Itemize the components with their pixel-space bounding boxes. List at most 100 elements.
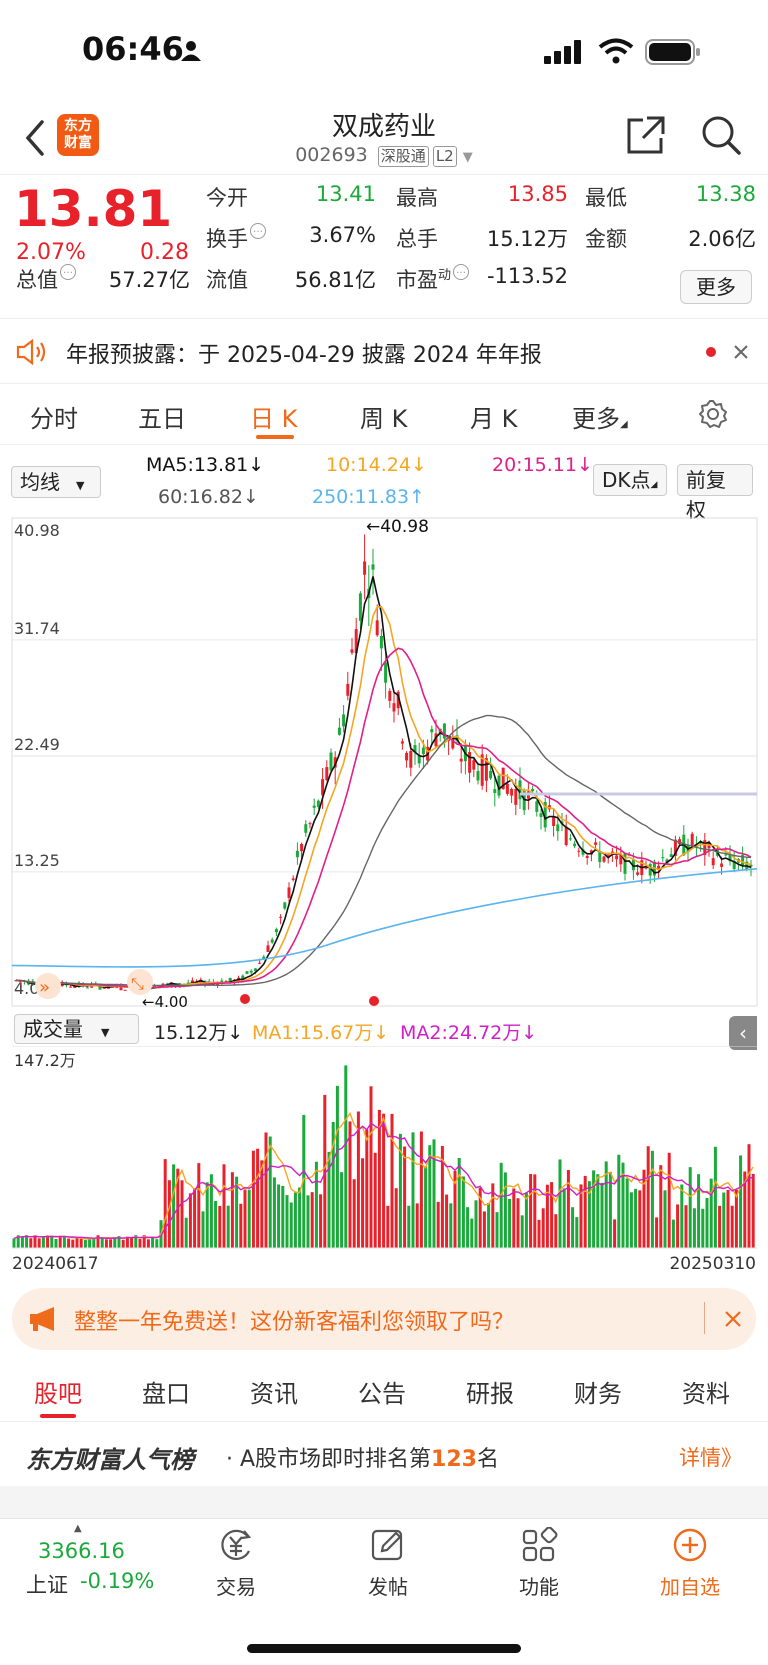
tab-weekly-k[interactable]: 周 K [360, 405, 408, 433]
candle-body [18, 980, 22, 982]
tab-intraday[interactable]: 分时 [30, 405, 78, 433]
post-button[interactable]: 发帖 [343, 1527, 433, 1600]
candle-body [497, 775, 501, 796]
volume-bar [705, 1198, 709, 1248]
volume-bar [268, 1136, 272, 1248]
notice-bar[interactable]: 年报预披露：于 2025-04-29 披露 2024 年年报 [0, 320, 768, 384]
close-icon[interactable] [724, 1310, 742, 1328]
volume-bar [352, 1179, 356, 1248]
vol-ma1-label: MA1:15.67万↓ [252, 1022, 390, 1044]
candle-body [644, 867, 648, 869]
tab-news[interactable]: 资讯 [250, 1380, 298, 1408]
unread-dot [706, 347, 716, 357]
info-icon[interactable]: … [453, 264, 470, 280]
rank-detail-link[interactable]: 详情》 [679, 1446, 742, 1470]
volume-bar [92, 1237, 96, 1248]
tab-orderbook[interactable]: 盘口 [142, 1380, 190, 1408]
candle-body [703, 840, 707, 855]
tab-more[interactable]: 更多◢ [572, 405, 628, 433]
candle-body [598, 851, 602, 863]
adjust-forward-button[interactable]: 前复权 [677, 464, 753, 522]
volume-selector[interactable]: 成交量 ▼ [14, 1014, 139, 1044]
tab-daily-k[interactable]: 日 K [250, 405, 298, 433]
tab-5day[interactable]: 五日 [138, 405, 186, 433]
settings-gear-icon[interactable] [698, 399, 728, 429]
float-value: 56.81亿 [294, 268, 376, 292]
ma10-label: 10:14.24↓ [326, 454, 427, 476]
index-change[interactable]: -0.19% [80, 1569, 155, 1593]
app-logo: 东方 财富 [57, 114, 99, 156]
chart-frame [11, 517, 758, 1007]
candle-body [552, 816, 556, 827]
y-tick-label: 22.49 [14, 735, 60, 754]
collapse-panel-button[interactable]: ‹ [729, 1016, 757, 1050]
rank-text: · A股市场即时排名第123名 [226, 1447, 499, 1472]
tab-research[interactable]: 研报 [466, 1380, 514, 1408]
volume-bar [327, 1151, 331, 1248]
volume-bar [520, 1215, 524, 1248]
yuan-exchange-icon [221, 1529, 252, 1560]
tab-announcements[interactable]: 公告 [358, 1380, 406, 1408]
low-marker: ←4.00 [142, 993, 188, 1011]
volume-bar [230, 1172, 234, 1248]
close-icon[interactable] [733, 344, 749, 360]
volume-bar [445, 1194, 449, 1248]
signal-badge [35, 973, 61, 999]
trade-button[interactable]: 交易 [191, 1527, 281, 1600]
index-value[interactable]: 3366.16 [38, 1539, 125, 1563]
tab-financials[interactable]: 财务 [574, 1380, 622, 1408]
candle-body [384, 662, 388, 683]
volume-bar [562, 1188, 566, 1248]
candle-body [304, 824, 308, 833]
popularity-rank[interactable]: 东方财富人气榜 · A股市场即时排名第123名 详情》 [0, 1424, 768, 1486]
candle-body [484, 758, 488, 781]
mcap-value: 57.27亿 [108, 268, 190, 292]
stock-code-line[interactable]: 002693 深股通 L2 ▼ [0, 144, 768, 167]
candle-body [455, 735, 459, 741]
stock-code: 002693 [295, 144, 368, 166]
volume-bar [734, 1189, 738, 1248]
volume-bar [293, 1192, 297, 1248]
volume-bar [264, 1132, 268, 1248]
index-name[interactable]: 上证 [26, 1573, 68, 1597]
candle-body [535, 801, 539, 812]
volume-bar [751, 1173, 755, 1248]
volume-bar [96, 1235, 100, 1248]
tab-profile[interactable]: 资料 [682, 1380, 730, 1408]
back-icon[interactable] [22, 118, 48, 158]
info-icon[interactable]: … [60, 264, 76, 280]
tab-forum[interactable]: 股吧 [34, 1380, 82, 1408]
volume-bar [487, 1203, 491, 1248]
pe-label: 市盈动… [396, 264, 470, 294]
volume-bar [298, 1187, 302, 1248]
clock: 06:46 [82, 30, 184, 68]
volume-bar [88, 1238, 92, 1248]
add-watchlist-button[interactable]: 加自选 [645, 1527, 735, 1600]
search-icon[interactable] [700, 114, 742, 156]
indicator-selector[interactable]: 均线 ▼ [11, 466, 101, 498]
last-price: 13.81 [14, 180, 173, 238]
volume-bar [54, 1238, 58, 1248]
volume-bar [398, 1133, 402, 1248]
tab-monthly-k[interactable]: 月 K [470, 405, 518, 433]
functions-button[interactable]: 功能 [494, 1526, 584, 1600]
more-quote-button[interactable]: 更多 [680, 270, 752, 304]
promo-banner[interactable]: 整整一年免费送！这份新客福利您领取了吗？ [12, 1288, 756, 1350]
share-icon[interactable] [625, 114, 667, 156]
volume-bar [608, 1171, 612, 1248]
candles [14, 534, 753, 991]
functions-label: 功能 [519, 1575, 559, 1599]
info-icon[interactable]: … [250, 223, 266, 239]
volume-bar [20, 1236, 24, 1248]
volume-ma-line [13, 1121, 754, 1240]
volume-bar [222, 1164, 226, 1248]
volume-bar [71, 1239, 75, 1248]
volume-bar [289, 1202, 293, 1248]
volume-bar [466, 1207, 470, 1248]
volume-bar [214, 1200, 218, 1248]
candle-body [98, 986, 102, 990]
dk-point-button[interactable]: DK点◢ [593, 464, 667, 496]
volume-bar [377, 1109, 381, 1248]
volume-bar [390, 1113, 394, 1248]
